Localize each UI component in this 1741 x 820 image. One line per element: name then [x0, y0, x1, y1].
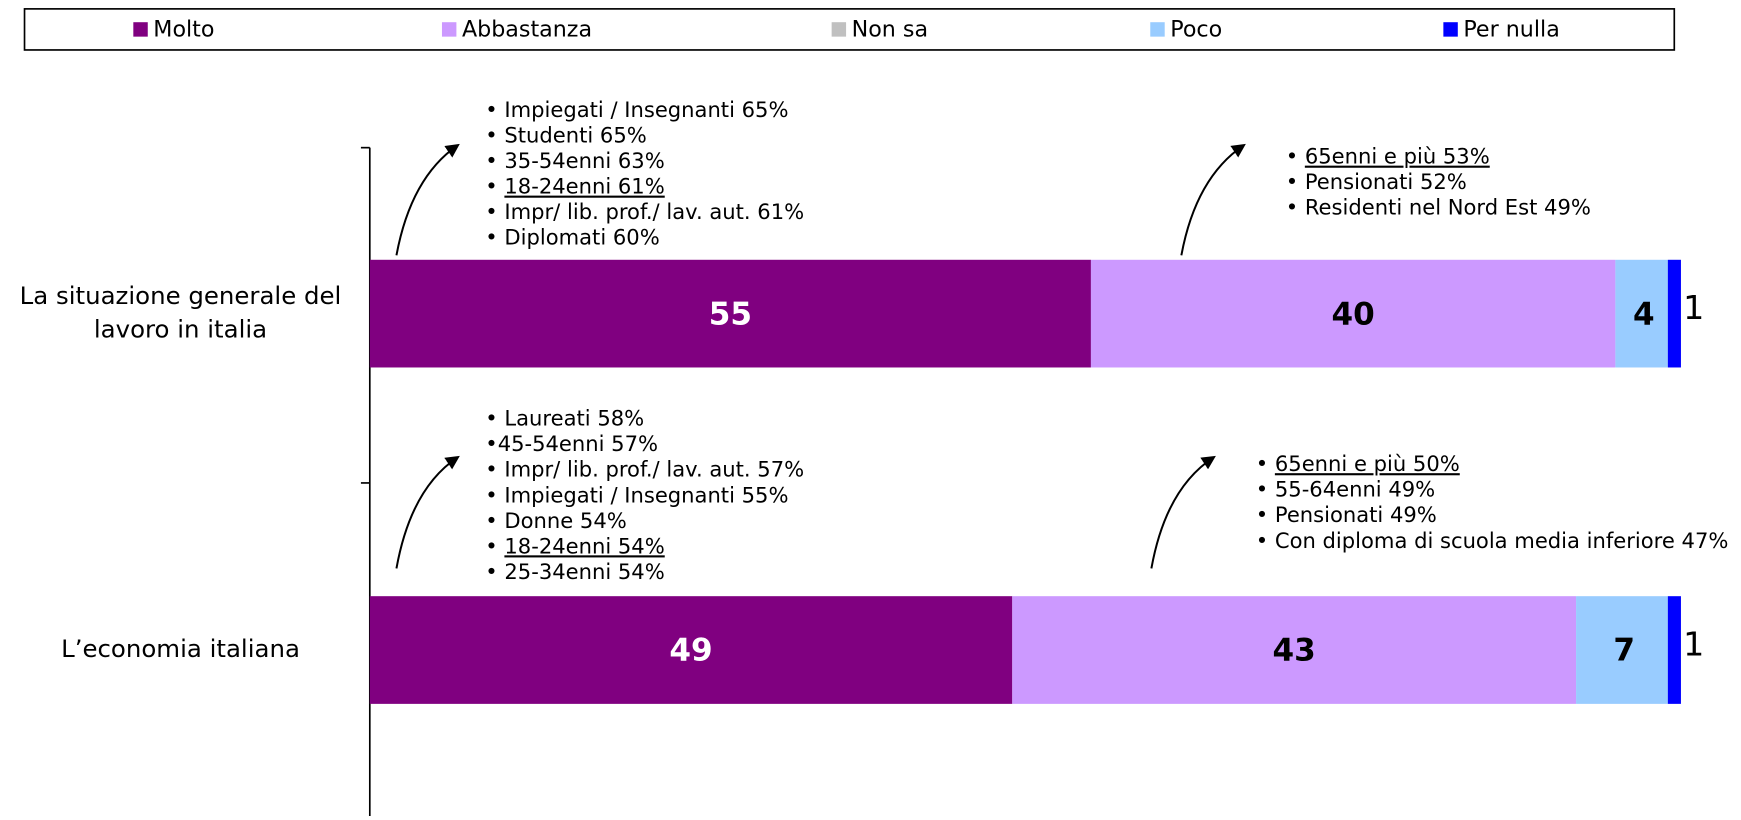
value-label: 49: [669, 633, 712, 669]
legend-label: Poco: [1170, 16, 1222, 42]
value-label: 1: [1683, 288, 1704, 327]
annotation-bullet: •: [1286, 144, 1305, 169]
bar-segment: [1615, 259, 1668, 368]
annotation-line: • 18-24enni 61%: [485, 174, 664, 199]
annotation-line: • Studenti 65%: [485, 123, 647, 148]
legend-label: Abbastanza: [462, 16, 592, 42]
value-label: 1: [1683, 625, 1704, 664]
annotation-line: • Pensionati 52%: [1286, 169, 1467, 194]
value-label: 40: [1332, 296, 1375, 332]
legend-swatch: [1150, 22, 1165, 37]
annotation-line: • Pensionati 49%: [1256, 502, 1437, 527]
annotation-underlined: 18-24enni 54%: [504, 533, 664, 558]
annotation-line: • Impr/ lib. prof./ lav. aut. 61%: [485, 199, 804, 224]
bar-segment: [369, 259, 1091, 368]
annotation-underlined: 65enni e più 53%: [1305, 144, 1490, 169]
annotation-arrow: [1150, 455, 1216, 569]
bar-segment: [1576, 596, 1668, 704]
legend-label: Non sa: [852, 16, 928, 42]
legend-box: [23, 8, 1676, 51]
bar-segment: [1090, 259, 1616, 368]
annotation-bullet: •: [485, 174, 504, 199]
annotation-bullet: •: [485, 533, 504, 558]
annotation-line: • 35-54enni 63%: [485, 148, 664, 173]
annotation-line: • Diplomati 60%: [485, 225, 659, 250]
category-label: L’economia italiana: [61, 635, 300, 664]
annotation-line: • Donne 54%: [485, 508, 626, 533]
annotation-underlined: 18-24enni 61%: [504, 174, 664, 199]
category-label-box: L’economia italiana: [61, 635, 300, 664]
annotation-line: • Impiegati / Insegnanti 55%: [485, 482, 788, 507]
bar-segment: [1667, 259, 1681, 368]
annotation-line: • Laureati 58%: [485, 406, 644, 431]
bar-segment: [1667, 596, 1681, 704]
legend-label: Per nulla: [1463, 16, 1559, 42]
annotation-underlined: 65enni e più 50%: [1275, 451, 1460, 476]
annotation-arrow: [1180, 143, 1246, 256]
annotation-line: • Impiegati / Insegnanti 65%: [485, 97, 788, 122]
category-label: La situazione generale del lavoro in ita…: [19, 282, 342, 344]
legend-label: Molto: [153, 16, 214, 42]
legend-swatch: [1443, 22, 1458, 37]
bar-segment: [369, 596, 1013, 704]
annotation-line: • 55-64enni 49%: [1256, 477, 1435, 502]
annotation-line: • 25-34enni 54%: [485, 559, 664, 584]
annotation-line: •45-54enni 57%: [485, 431, 658, 456]
annotation-arrow: [395, 143, 460, 256]
annotation-bullet: •: [1256, 451, 1275, 476]
annotation-line: • 65enni e più 50%: [1256, 451, 1460, 476]
value-label: 7: [1613, 633, 1635, 669]
value-label: 55: [709, 296, 752, 332]
annotation-line: • 18-24enni 54%: [485, 533, 664, 558]
legend-swatch: [441, 22, 457, 37]
legend-swatch: [831, 22, 847, 37]
annotation-line: • Con diploma di scuola media inferiore …: [1256, 528, 1729, 553]
value-label: 43: [1273, 633, 1316, 669]
annotation-arrow: [395, 455, 460, 569]
bar-segment: [1012, 596, 1577, 704]
annotation-line: • Impr/ lib. prof./ lav. aut. 57%: [485, 457, 804, 482]
annotation-line: • 65enni e più 53%: [1286, 144, 1490, 169]
annotation-line: • Residenti nel Nord Est 49%: [1286, 195, 1591, 220]
category-label-box: La situazione generale del lavoro in ita…: [19, 282, 342, 344]
legend-swatch: [133, 22, 148, 37]
value-label: 4: [1633, 296, 1655, 332]
